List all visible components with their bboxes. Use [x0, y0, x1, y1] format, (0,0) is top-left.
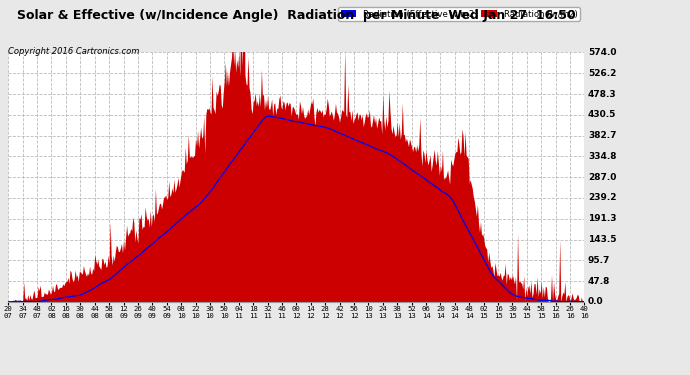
Text: 478.3: 478.3 — [588, 90, 616, 99]
Text: 334.8: 334.8 — [588, 152, 616, 161]
Text: 0.0: 0.0 — [588, 297, 604, 306]
Text: 191.3: 191.3 — [588, 214, 616, 223]
Text: 287.0: 287.0 — [588, 172, 616, 182]
Text: 526.2: 526.2 — [588, 69, 616, 78]
Text: 239.2: 239.2 — [588, 194, 616, 202]
Text: Solar & Effective (w/Incidence Angle)  Radiation  per Minute  Wed Jan 27  16:50: Solar & Effective (w/Incidence Angle) Ra… — [17, 9, 575, 22]
Legend: Radiation (Effective w/m2), Radiation (w/m2): Radiation (Effective w/m2), Radiation (w… — [338, 7, 580, 21]
Text: 574.0: 574.0 — [588, 48, 616, 57]
Text: 430.5: 430.5 — [588, 110, 616, 119]
Text: 143.5: 143.5 — [588, 235, 616, 244]
Text: 95.7: 95.7 — [588, 256, 610, 265]
Text: 47.8: 47.8 — [588, 277, 610, 286]
Text: Copyright 2016 Cartronics.com: Copyright 2016 Cartronics.com — [8, 47, 139, 56]
Text: 382.7: 382.7 — [588, 131, 616, 140]
